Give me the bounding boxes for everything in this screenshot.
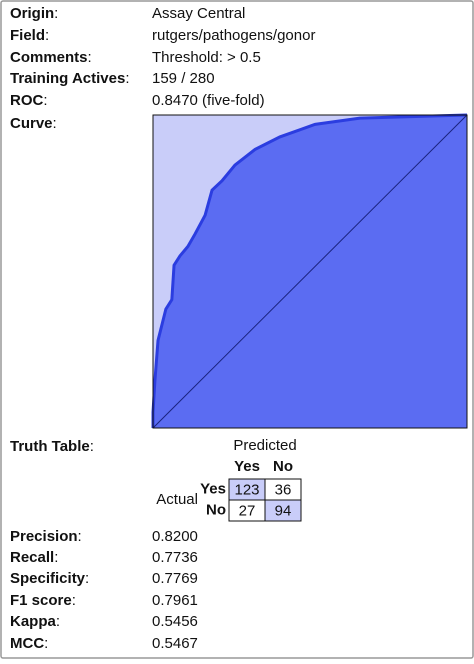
field-value: 159 / 280	[152, 70, 215, 87]
field-value: 0.8470 (five-fold)	[152, 92, 265, 109]
cell-value: 36	[275, 481, 292, 498]
column-header: Yes	[234, 458, 260, 475]
field-label: Precision:	[10, 528, 82, 545]
label-text: Curve	[10, 115, 53, 132]
cell	[264, 499, 302, 522]
metric-value: 0.7769	[152, 570, 198, 587]
actual-label: Actual	[156, 491, 198, 508]
metric-value: 0.5456	[152, 613, 198, 630]
row-header: Yes	[200, 480, 226, 497]
label-sep: :	[72, 592, 76, 609]
metric-value: 0.7961	[152, 592, 198, 609]
field-label: F1 score:	[10, 592, 76, 609]
label-sep: :	[85, 570, 89, 587]
field-label: Kappa:	[10, 613, 60, 630]
field-label: MCC:	[10, 635, 48, 652]
field-label: Field:	[10, 27, 49, 44]
label-sep: :	[88, 49, 92, 66]
metric-value: 0.8200	[152, 528, 198, 545]
roc-line	[151, 113, 468, 428]
field-label: Recall:	[10, 549, 58, 566]
metric-value: 0.7736	[152, 549, 198, 566]
label-text: ROC	[10, 92, 44, 109]
label-sep: :	[45, 27, 49, 44]
field-label: ROC:	[10, 92, 48, 109]
label-text: Comments	[10, 49, 88, 66]
label-text: Recall	[10, 549, 54, 566]
field-label: Truth Table:	[10, 438, 94, 455]
label-text: Truth Table	[10, 438, 90, 455]
field-label: Curve:	[10, 115, 57, 132]
field-label: Comments:	[10, 49, 92, 66]
label-text: Precision	[10, 528, 78, 545]
label-sep: :	[53, 115, 57, 132]
label-sep: :	[54, 5, 58, 22]
field-value: rutgers/pathogens/gonor	[152, 27, 315, 44]
label-sep: :	[78, 528, 82, 545]
label-text: Specificity	[10, 570, 86, 587]
column-header: No	[273, 458, 293, 475]
metric-value: 0.5467	[152, 635, 198, 652]
field-label: Origin:	[10, 5, 58, 22]
plot-frame	[152, 114, 468, 429]
label-text: Kappa	[10, 613, 57, 630]
field-value: Assay Central	[152, 5, 245, 22]
label-sep: :	[44, 635, 48, 652]
label-text: Origin	[10, 5, 54, 22]
label-text: MCC	[10, 635, 44, 652]
row-header: No	[206, 501, 226, 518]
label-sep: :	[54, 549, 58, 566]
field-label: Specificity:	[10, 570, 89, 587]
predicted-label: Predicted	[233, 437, 296, 454]
label-sep: :	[125, 70, 129, 87]
label-sep: :	[90, 438, 94, 455]
field-label: Training Actives:	[10, 70, 129, 87]
cell-value: 27	[239, 502, 256, 519]
cell-value: 94	[275, 502, 292, 519]
label-text: F1 score	[10, 592, 72, 609]
label-sep: :	[43, 92, 47, 109]
field-value: Threshold: > 0.5	[152, 49, 261, 66]
cell-value: 123	[234, 481, 259, 498]
label-text: Training Actives	[10, 70, 125, 87]
label-text: Field	[10, 27, 45, 44]
diagonal	[152, 114, 468, 429]
label-sep: :	[56, 613, 60, 630]
